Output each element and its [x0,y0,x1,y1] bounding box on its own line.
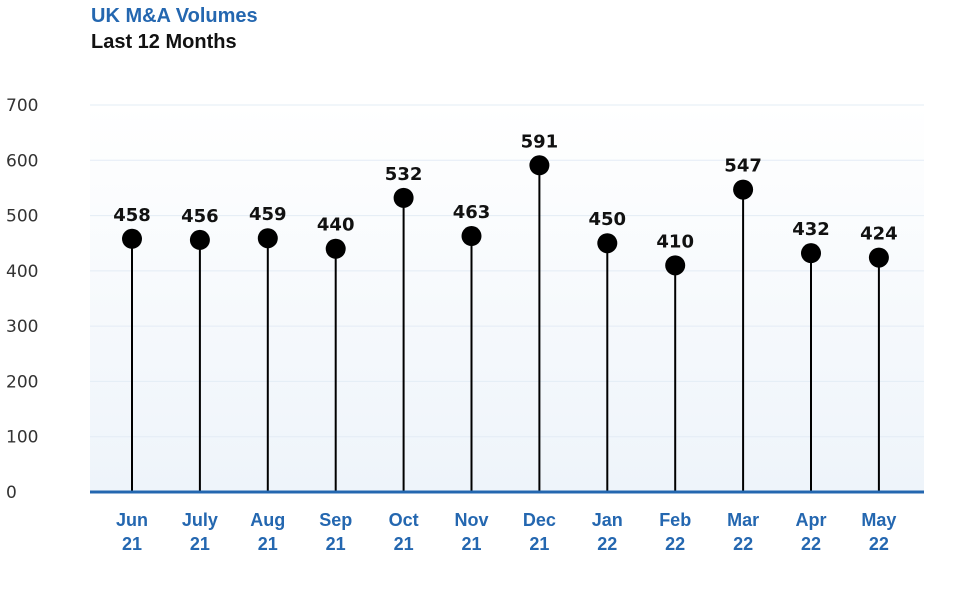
x-tick-label-month: Jun [116,510,148,530]
data-point [325,238,346,259]
data-label: 456 [181,206,219,227]
data-point [257,228,278,249]
data-label: 591 [521,131,559,152]
data-point [529,155,550,176]
x-tick-label-year: 21 [394,534,414,554]
data-label: 458 [113,205,151,226]
data-point [597,233,618,254]
x-tick-label-month: Nov [454,510,488,530]
x-tick-label-month: May [861,510,896,530]
data-label: 532 [385,164,423,185]
x-tick-label-month: Jan [592,510,623,530]
x-axis: Jun 21 July 21 Aug 21 Sep 21 Oct 21 Nov 21 Dec 21 Jan 2… [116,510,896,554]
x-tick-label-year: 21 [258,534,278,554]
data-label: 440 [317,215,355,236]
y-tick-label: 700 [6,96,38,116]
y-tick-label: 200 [6,372,38,392]
y-tick-label: 0 [6,483,17,503]
data-label: 450 [589,209,627,230]
y-axis: 0 100 200 300 400 500 600 700 [6,96,38,503]
y-tick-label: 100 [6,428,38,448]
data-point [122,228,142,249]
x-tick-label-year: 21 [461,534,481,554]
data-label: 410 [656,231,694,252]
y-tick-label: 500 [6,207,38,227]
x-tick-label-month: Sep [319,510,352,530]
data-point [393,187,414,208]
plot-area [90,105,924,492]
data-label: 459 [249,204,287,225]
data-point [801,243,821,264]
data-point [733,179,754,200]
markers [122,155,889,276]
stems [131,165,880,492]
x-tick-label-year: 22 [597,534,617,554]
x-tick-label-month: July [182,510,218,530]
x-tick-label-month: Apr [796,510,827,530]
data-label: 424 [860,224,898,245]
chart-title: UK M&A Volumes [91,5,258,27]
data-labels: 458 456 459 440 532 463 591 450 410 547 432 424 [113,131,897,252]
data-point [461,226,482,247]
x-tick-label-month: Aug [250,510,285,530]
x-tick-label-year: 22 [869,534,889,554]
data-point [665,255,686,276]
y-tick-label: 400 [6,262,38,282]
chart-subtitle: Last 12 Months [91,31,237,53]
x-tick-label-year: 21 [326,534,346,554]
x-tick-label-month: Oct [389,510,419,530]
x-tick-label-month: Feb [659,510,691,530]
x-tick-label-month: Mar [727,510,759,530]
data-point [868,247,889,268]
y-tick-label: 300 [6,317,38,337]
grid-lines [90,104,924,438]
x-tick-label-year: 22 [733,534,753,554]
data-label: 463 [453,202,491,223]
y-tick-label: 600 [6,151,38,171]
x-tick-label-year: 21 [529,534,549,554]
data-label: 432 [792,219,830,240]
x-tick-label-year: 22 [801,534,821,554]
x-tick-label-year: 21 [122,534,142,554]
x-tick-label-month: Dec [523,510,556,530]
x-tick-label-year: 22 [665,534,685,554]
x-tick-label-year: 21 [190,534,210,554]
data-label: 547 [724,156,762,177]
data-point [189,229,210,250]
